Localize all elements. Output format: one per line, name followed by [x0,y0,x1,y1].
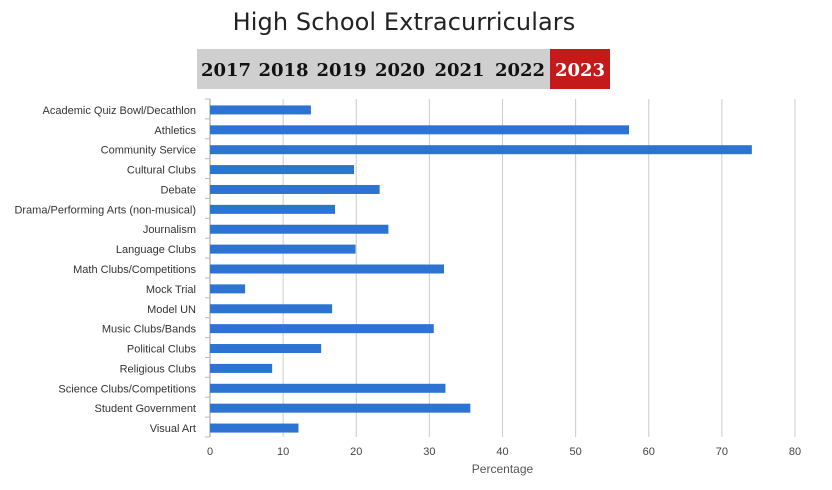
bar-8[interactable] [210,264,444,274]
bar-9[interactable] [210,284,246,294]
year-tab-2021[interactable]: 2021 [434,59,485,81]
x-axis-title: Percentage [472,462,534,476]
category-label-2: Community Service [101,145,196,157]
category-label-7: Language Clubs [116,244,197,256]
x-tick-label-30: 30 [423,446,435,458]
year-tab-2018[interactable]: 2018 [258,59,309,81]
category-label-16: Visual Art [150,423,196,435]
x-tick-label-60: 60 [643,446,655,458]
category-label-5: Drama/Performing Arts (non-musical) [14,204,196,216]
category-label-8: Math Clubs/Competitions [73,264,196,276]
bar-0[interactable] [210,105,311,115]
bar-11[interactable] [210,324,434,334]
bar-10[interactable] [210,304,333,314]
category-label-4: Debate [161,184,196,196]
bar-2[interactable] [210,145,752,155]
year-tab-2023[interactable]: 2023 [550,49,610,89]
year-tab-2017[interactable]: 2017 [200,59,252,81]
chart-title: High School Extracurriculars [232,8,576,36]
category-label-12: Political Clubs [127,344,197,356]
category-label-6: Journalism [143,224,196,236]
bar-16[interactable] [210,423,299,433]
category-label-14: Science Clubs/Competitions [58,383,196,395]
bar-3[interactable] [210,165,355,175]
x-tick-label-80: 80 [789,446,801,458]
x-tick-label-40: 40 [496,446,508,458]
x-tick-label-0: 0 [207,446,213,458]
category-label-13: Religious Clubs [120,363,197,375]
x-tick-label-10: 10 [277,446,289,458]
bar-4[interactable] [210,184,380,194]
year-selector: 2017 2018 2019 2020 2021 2022 2023 [197,49,610,89]
x-tick-label-20: 20 [350,446,362,458]
x-tick-label-70: 70 [716,446,728,458]
bar-6[interactable] [210,224,389,234]
category-label-9: Mock Trial [146,284,196,296]
category-label-3: Cultural Clubs [127,165,197,177]
x-tick-label-50: 50 [570,446,582,458]
year-tab-2022[interactable]: 2022 [494,59,546,81]
year-tab-2019[interactable]: 2019 [316,59,367,81]
category-label-11: Music Clubs/Bands [102,324,197,336]
bar-7[interactable] [210,244,356,254]
bar-14[interactable] [210,383,446,393]
bar-12[interactable] [210,344,322,354]
bar-15[interactable] [210,403,471,413]
bar-5[interactable] [210,204,336,214]
category-label-0: Academic Quiz Bowl/Decathlon [43,105,196,117]
category-label-15: Student Government [94,403,196,415]
bar-13[interactable] [210,363,273,373]
year-tab-2020[interactable]: 2020 [374,59,426,81]
category-label-1: Athletics [154,125,196,137]
bar-1[interactable] [210,125,630,135]
category-label-10: Model UN [147,304,196,316]
